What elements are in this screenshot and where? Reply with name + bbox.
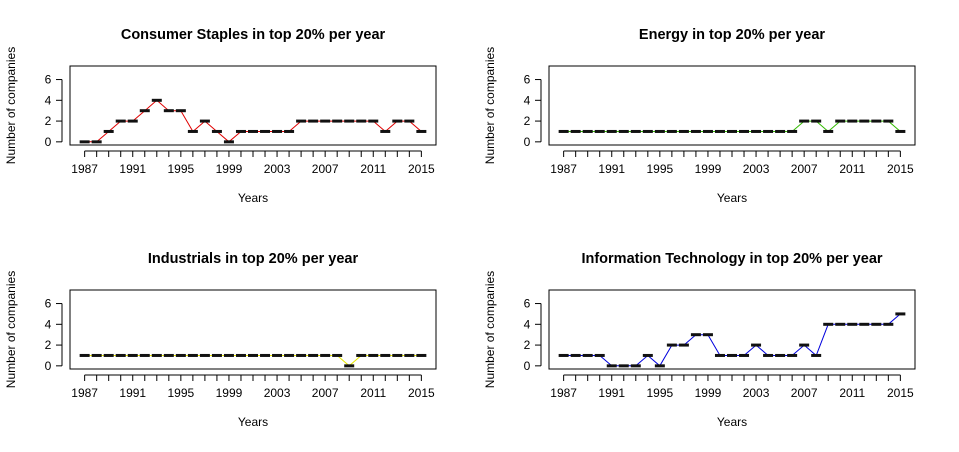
x-tick-label: 2011 — [360, 162, 386, 176]
plot-frame — [69, 65, 437, 146]
series-line — [563, 313, 901, 367]
x-tick-label: 2015 — [408, 386, 435, 400]
x-tick-label: 1999 — [695, 386, 722, 400]
x-axis-label: Years — [717, 415, 747, 429]
x-tick-label: 2003 — [743, 386, 770, 400]
x-tick-label: 1987 — [550, 162, 577, 176]
y-tick-label: 6 — [524, 73, 531, 87]
x-tick-label: 1999 — [216, 386, 243, 400]
x-tick-label: 2011 — [360, 386, 386, 400]
y-tick-label: 4 — [524, 93, 531, 107]
y-axis-label: Number of companies — [483, 271, 497, 388]
x-tick-label: 2007 — [312, 386, 339, 400]
x-tick-label: 1999 — [695, 162, 722, 176]
y-tick-label: 0 — [524, 135, 531, 149]
x-axis-label: Years — [238, 191, 268, 205]
y-tick-label: 0 — [45, 135, 52, 149]
y-axis-label: Number of companies — [483, 47, 497, 164]
x-tick-label: 1991 — [598, 386, 625, 400]
x-tick-label: 2003 — [264, 386, 291, 400]
x-tick-label: 1987 — [550, 386, 577, 400]
x-tick-label: 2003 — [743, 162, 770, 176]
x-tick-label: 1991 — [598, 162, 625, 176]
chart-title: Information Technology in top 20% per ye… — [581, 251, 882, 267]
x-tick-label: 1995 — [646, 386, 673, 400]
y-tick-label: 4 — [524, 317, 531, 331]
y-tick-label: 2 — [45, 114, 52, 128]
x-tick-label: 2015 — [887, 162, 914, 176]
x-tick-label: 1999 — [216, 162, 243, 176]
x-axis-label: Years — [238, 415, 268, 429]
plot-frame — [548, 289, 916, 370]
x-tick-label: 1987 — [71, 386, 98, 400]
x-tick-label: 2003 — [264, 162, 291, 176]
series-line — [84, 355, 422, 367]
x-tick-label: 2015 — [887, 386, 914, 400]
x-tick-label: 1991 — [119, 386, 146, 400]
y-tick-label: 4 — [45, 93, 52, 107]
chart-panel-1: Consumer Staples in top 20% per year 1987… — [4, 27, 437, 205]
y-tick-label: 4 — [45, 317, 52, 331]
x-tick-label: 2007 — [791, 386, 818, 400]
chart-panel-4: Information Technology in top 20% per ye… — [483, 251, 916, 429]
x-tick-label: 2007 — [312, 162, 339, 176]
x-tick-label: 2011 — [839, 162, 865, 176]
x-tick-label: 1987 — [71, 162, 98, 176]
x-tick-label: 2011 — [839, 386, 865, 400]
y-tick-label: 2 — [45, 338, 52, 352]
y-tick-label: 6 — [45, 73, 52, 87]
x-tick-label: 1995 — [167, 162, 194, 176]
y-tick-label: 0 — [524, 359, 531, 373]
chart-panel-3: Industrials in top 20% per year 1987 1991 1… — [4, 251, 437, 429]
y-axis-label: Number of companies — [4, 47, 18, 164]
x-tick-label: 1995 — [167, 386, 194, 400]
x-tick-label: 2007 — [791, 162, 818, 176]
x-tick-label: 1991 — [119, 162, 146, 176]
chart-title: Consumer Staples in top 20% per year — [121, 27, 386, 43]
plot-frame — [548, 65, 916, 146]
y-tick-label: 2 — [524, 114, 531, 128]
y-tick-label: 6 — [45, 297, 52, 311]
chart-title: Industrials in top 20% per year — [148, 251, 359, 267]
y-tick-label: 0 — [45, 359, 52, 373]
y-tick-label: 6 — [524, 297, 531, 311]
y-tick-label: 2 — [524, 338, 531, 352]
chart-title: Energy in top 20% per year — [639, 27, 826, 43]
plot-frame — [69, 289, 437, 370]
x-tick-label: 1995 — [646, 162, 673, 176]
x-tick-label: 2015 — [408, 162, 435, 176]
y-axis-label: Number of companies — [4, 271, 18, 388]
x-axis-label: Years — [717, 191, 747, 205]
series-line — [563, 120, 901, 133]
chart-panel-2: Energy in top 20% per year 1987 1991 1995 19… — [483, 27, 916, 205]
